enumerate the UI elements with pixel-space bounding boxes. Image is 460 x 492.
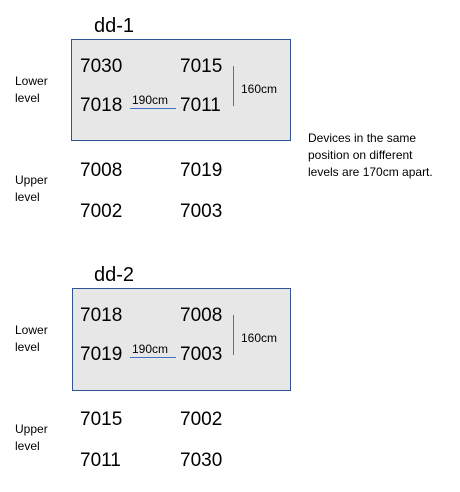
dd-1-upper-bottom-left: 7002	[80, 201, 123, 222]
spacing-note: Devices in the same position on differen…	[308, 131, 433, 179]
dd-1-upper-level-label: Upper level	[15, 173, 48, 204]
dd-1-lower-top-left: 7030	[80, 56, 123, 77]
dd-1-vertical-dimension-line	[233, 66, 234, 106]
dd-2-upper-bottom-left: 7011	[80, 450, 121, 471]
dd-1-title: dd-1	[94, 15, 135, 37]
dd-1-upper-top-left: 7008	[80, 160, 123, 181]
dd-2-horizontal-dimension-label: 190cm	[132, 342, 169, 356]
dd-2-lower-bottom-left: 7019	[80, 344, 123, 365]
dd-2-vertical-dimension-line	[233, 315, 234, 355]
dd-2-upper-top-right: 7002	[180, 409, 223, 430]
dd-1-upper-bottom-right: 7003	[180, 201, 223, 222]
dd-1-horizontal-dimension-label: 190cm	[132, 93, 169, 107]
dd-1-lower-top-right: 7015	[180, 56, 223, 77]
dd-1-lower-bottom-left: 7018	[80, 95, 123, 116]
dd-2-lower-top-right: 7008	[180, 305, 223, 326]
dd-2-vertical-dimension-label: 160cm	[241, 331, 278, 345]
dd-1-lower-bottom-right: 7011	[180, 95, 221, 116]
dd-2-horizontal-dimension-line	[130, 357, 176, 358]
dd-1-lower-level-box	[71, 39, 291, 141]
dd-2-upper-top-left: 7015	[80, 409, 123, 430]
dd-1-upper-top-right: 7019	[180, 160, 223, 181]
dd-1-horizontal-dimension-line	[130, 108, 176, 109]
dd-2-lower-level-label: Lower level	[15, 323, 48, 354]
dd-2-lower-level-box	[72, 288, 291, 391]
dd-2-title: dd-2	[94, 264, 135, 286]
dd-1-lower-level-label: Lower level	[15, 74, 48, 105]
dd-2-upper-bottom-right: 7030	[180, 450, 223, 471]
dd-2-upper-level-label: Upper level	[15, 422, 48, 453]
dd-2-lower-bottom-right: 7003	[180, 344, 223, 365]
dd-1-vertical-dimension-label: 160cm	[241, 82, 278, 96]
dd-2-lower-top-left: 7018	[80, 305, 123, 326]
